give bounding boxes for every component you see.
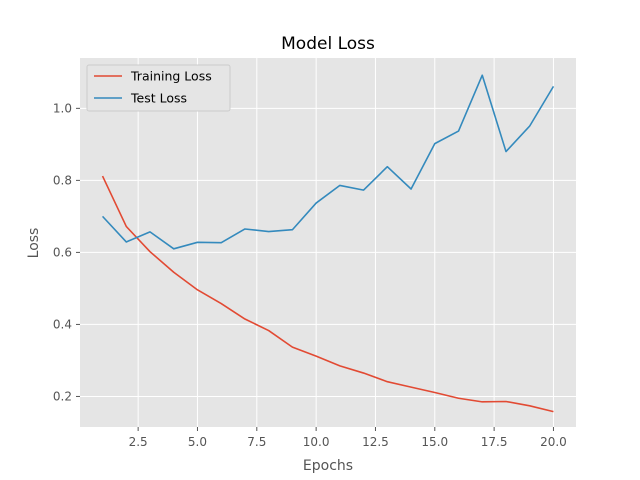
x-tick-label: 5.0 — [188, 435, 207, 449]
x-axis-ticks: 2.5 5.0 7.5 10.0 12.5 15.0 17.5 20.0 — [129, 427, 567, 449]
x-tick-label: 12.5 — [362, 435, 389, 449]
y-tick-label: 0.8 — [53, 173, 72, 187]
y-tick-label: 0.6 — [53, 245, 72, 259]
y-tick-label: 1.0 — [53, 101, 72, 115]
chart-title: Model Loss — [281, 34, 375, 54]
plot-background — [80, 58, 576, 427]
legend-label-test-loss: Test Loss — [130, 91, 187, 106]
x-tick-label: 7.5 — [247, 435, 266, 449]
series-lines — [101, 74, 555, 413]
x-tick-label: 17.5 — [481, 435, 508, 449]
legend-label-training-loss: Training Loss — [130, 69, 212, 84]
x-tick-label: 20.0 — [540, 435, 567, 449]
y-tick-label: 0.4 — [53, 317, 72, 331]
y-axis-label: Loss — [26, 228, 42, 259]
legend-box — [86, 64, 231, 112]
x-tick-label: 15.0 — [421, 435, 448, 449]
training-loss-line — [101, 175, 554, 413]
x-tick-label: 2.5 — [129, 435, 148, 449]
test-loss-line — [101, 74, 555, 250]
y-axis-ticks: 0.2 0.4 0.6 0.8 1.0 — [53, 101, 80, 403]
y-tick-label: 0.2 — [53, 389, 72, 403]
legend: Training Loss Test Loss — [86, 64, 231, 112]
x-axis-label: Epochs — [303, 458, 353, 474]
x-tick-label: 10.0 — [303, 435, 330, 449]
